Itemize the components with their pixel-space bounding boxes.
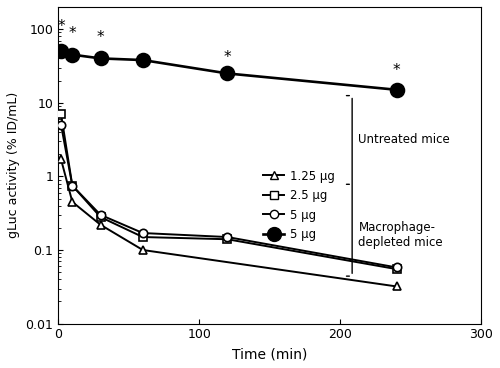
Legend: 1.25 μg, 2.5 μg, 5 μg, 5 μg: 1.25 μg, 2.5 μg, 5 μg, 5 μg: [258, 165, 340, 246]
Text: *: *: [96, 31, 104, 45]
Text: Macrophage-
depleted mice: Macrophage- depleted mice: [358, 221, 443, 249]
X-axis label: Time (min): Time (min): [232, 347, 308, 361]
Text: *: *: [68, 25, 76, 40]
Text: Untreated mice: Untreated mice: [358, 134, 450, 146]
Text: *: *: [392, 63, 400, 78]
Text: *: *: [224, 50, 231, 64]
Text: *: *: [57, 19, 65, 34]
Y-axis label: gLuc activity (% ID/mL): gLuc activity (% ID/mL): [7, 92, 20, 238]
